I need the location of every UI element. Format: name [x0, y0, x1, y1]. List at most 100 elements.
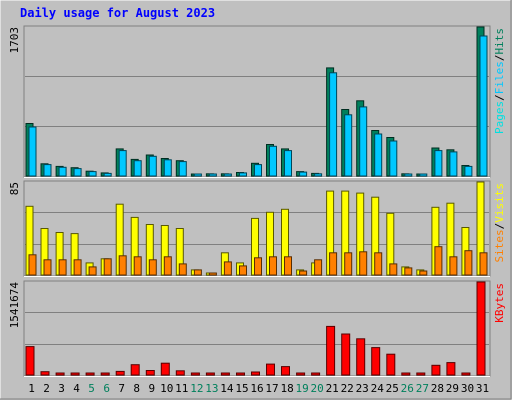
x-label-day-13: 13: [205, 382, 218, 395]
bar-sites-day-24: [374, 252, 383, 276]
series-legend-top: Pages/Files/Hits: [493, 28, 506, 134]
bar-sites-day-16: [254, 257, 262, 276]
x-label-day-31: 31: [476, 382, 489, 395]
bar-sites-day-1: [28, 254, 37, 276]
bar-sites-day-26: [404, 267, 413, 276]
bar-files-day-12: [193, 173, 202, 177]
bar-files-day-7: [118, 150, 127, 177]
legend-visits: Visits: [493, 183, 506, 223]
x-label-day-3: 3: [58, 382, 65, 395]
bar-sites-day-12: [193, 269, 202, 276]
bar-kbytes-day-24: [371, 347, 381, 376]
x-label-day-12: 12: [190, 382, 203, 395]
bar-sites-day-2: [43, 259, 52, 276]
x-label-day-4: 4: [73, 382, 80, 395]
x-label-day-5: 5: [88, 382, 95, 395]
bar-sites-day-27: [419, 270, 428, 276]
bar-files-day-13: [208, 173, 217, 177]
bar-files-day-10: [163, 159, 172, 177]
bar-sites-day-5: [88, 266, 97, 276]
x-label-day-28: 28: [431, 382, 444, 395]
bar-files-day-20: [314, 173, 323, 177]
bar-kbytes-day-10: [160, 362, 170, 376]
legend-hits: Hits: [493, 28, 506, 55]
x-label-day-22: 22: [341, 382, 354, 395]
x-label-day-14: 14: [220, 382, 234, 395]
bar-sites-day-10: [163, 256, 172, 276]
x-label-day-26: 26: [401, 382, 414, 395]
bar-files-day-26: [404, 173, 413, 177]
legend-separator: /: [493, 94, 506, 101]
bar-sites-day-13: [208, 272, 217, 276]
bar-files-day-29: [449, 151, 458, 177]
bar-kbytes-day-8: [130, 364, 140, 376]
bar-kbytes-day-1: [25, 346, 35, 376]
bar-kbytes-day-3: [55, 372, 65, 376]
bar-kbytes-day-7: [115, 370, 125, 376]
bar-sites-day-7: [118, 255, 127, 276]
x-label-day-21: 21: [326, 382, 339, 395]
bar-kbytes-day-22: [341, 333, 351, 376]
bar-kbytes-day-28: [431, 364, 441, 376]
legend-pages: Pages: [493, 101, 506, 134]
series-legend-middle: Sites/Visits: [493, 183, 506, 263]
bar-sites-day-6: [103, 258, 112, 276]
bar-kbytes-day-14: [220, 372, 230, 376]
x-label-day-24: 24: [371, 382, 385, 395]
x-label-day-20: 20: [310, 382, 323, 395]
bar-kbytes-day-2: [40, 371, 50, 376]
bar-sites-day-29: [449, 256, 458, 276]
bar-kbytes-day-21: [326, 325, 336, 376]
bar-kbytes-day-29: [446, 362, 456, 376]
bar-files-day-23: [359, 106, 368, 177]
bar-sites-day-31: [479, 252, 488, 276]
bar-files-day-18: [284, 150, 292, 177]
x-label-day-16: 16: [250, 382, 263, 395]
bar-sites-day-20: [314, 259, 323, 276]
x-label-day-25: 25: [386, 382, 399, 395]
bar-files-day-11: [178, 161, 187, 177]
bar-files-day-25: [389, 140, 398, 177]
bar-files-day-3: [58, 166, 67, 177]
bar-kbytes-day-26: [401, 372, 411, 376]
bar-sites-day-15: [239, 265, 247, 276]
bar-kbytes-day-15: [236, 372, 245, 376]
max-value-label: 1703: [8, 27, 21, 54]
legend-separator: /: [493, 223, 506, 230]
panel-top: 1703 Pages/Files/Hits: [8, 25, 506, 178]
bar-sites-day-19: [299, 270, 308, 276]
x-label-day-17: 17: [265, 382, 278, 395]
bar-files-day-31: [479, 35, 488, 177]
bar-files-day-28: [434, 150, 443, 177]
panel-bottom: 1541674 KBytes: [8, 280, 506, 377]
x-label-day-10: 10: [160, 382, 173, 395]
bar-kbytes-day-20: [311, 372, 321, 376]
bar-kbytes-day-31: [476, 281, 486, 376]
x-label-day-15: 15: [235, 382, 248, 395]
bar-files-day-16: [254, 164, 262, 177]
bar-kbytes-day-25: [386, 353, 396, 376]
x-label-day-7: 7: [118, 382, 125, 395]
bar-sites-day-17: [269, 256, 277, 276]
bar-files-day-19: [299, 171, 308, 177]
bar-sites-day-4: [73, 259, 82, 276]
bar-sites-day-8: [133, 256, 142, 276]
bar-kbytes-day-11: [175, 370, 185, 376]
max-value-label: 1541674: [8, 282, 21, 329]
bar-kbytes-day-16: [251, 371, 260, 376]
chart-title: Daily usage for August 2023: [20, 6, 215, 20]
legend-kbytes: KBytes: [493, 283, 506, 323]
bar-kbytes-day-5: [85, 372, 95, 376]
bar-files-day-6: [103, 172, 112, 177]
bar-sites-day-3: [58, 259, 67, 276]
bar-files-day-24: [374, 133, 383, 177]
bar-kbytes-day-18: [281, 366, 290, 376]
bar-sites-day-23: [359, 251, 368, 276]
legend-separator: /: [493, 55, 506, 62]
bar-kbytes-day-9: [145, 370, 155, 376]
x-label-day-30: 30: [461, 382, 474, 395]
bar-files-day-15: [239, 172, 247, 177]
